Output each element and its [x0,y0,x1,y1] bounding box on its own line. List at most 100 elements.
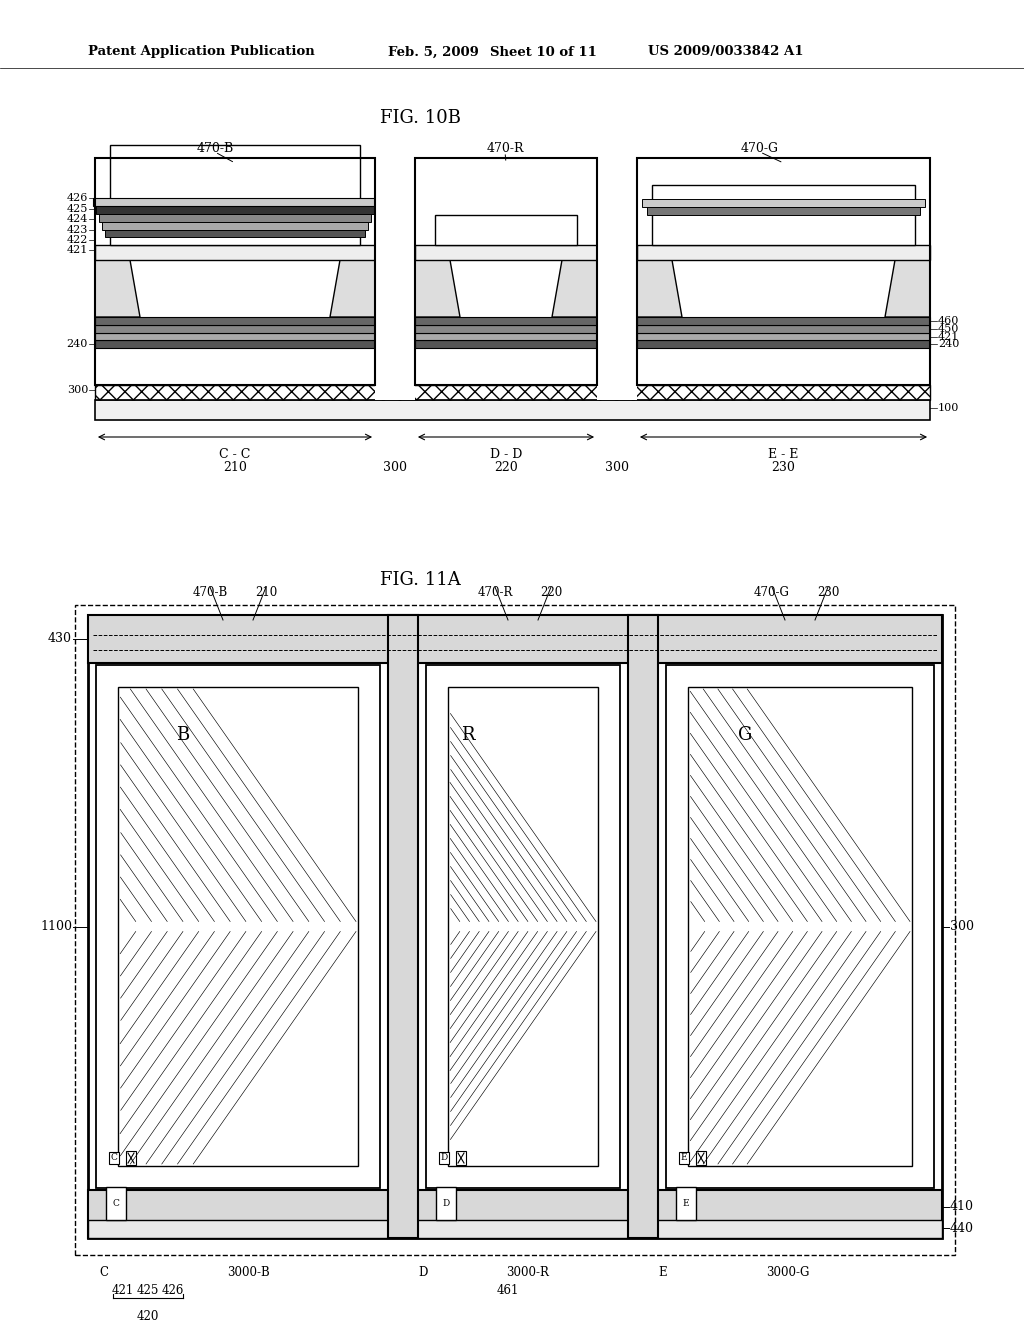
Bar [96,206,374,214]
Bar [95,158,375,385]
Bar [95,385,930,400]
Text: 422: 422 [67,235,88,246]
Polygon shape [552,260,597,317]
Text: 426: 426 [162,1284,184,1298]
Text: 220: 220 [540,586,562,599]
Text: 470-G: 470-G [741,141,779,154]
Bar [88,615,942,1238]
Bar [676,1187,696,1220]
Text: 421: 421 [67,246,88,255]
Text: 300: 300 [67,385,88,395]
Text: 460: 460 [938,315,959,326]
Bar [95,333,375,341]
Bar [88,1220,942,1238]
Text: 470-G: 470-G [754,586,790,599]
Text: 300: 300 [605,461,629,474]
Bar [375,158,415,400]
Polygon shape [885,260,930,317]
Polygon shape [330,260,375,317]
Text: 470-B: 470-B [193,586,227,599]
Bar [415,158,597,385]
Text: 240: 240 [938,339,959,348]
Bar [628,615,658,1238]
Bar [637,317,930,325]
Bar [415,333,597,341]
Bar [415,325,597,333]
Text: C: C [113,1199,120,1208]
Bar [93,198,377,206]
Text: E: E [683,1199,689,1208]
Bar [415,317,597,325]
Text: 210: 210 [223,461,247,474]
Bar [126,1151,136,1166]
Bar [637,341,930,348]
Bar [666,665,934,1188]
Bar [96,665,380,1188]
Bar [88,615,942,663]
Bar [415,158,597,385]
Text: 300: 300 [383,461,407,474]
Bar [388,615,418,1238]
Bar [426,665,620,1188]
Text: 424: 424 [67,214,88,224]
Text: 100: 100 [938,403,959,413]
Text: 421: 421 [112,1284,134,1298]
Bar [95,246,375,260]
Text: 420: 420 [137,1309,159,1320]
Bar [95,385,930,400]
Bar [435,215,577,246]
Text: 440: 440 [950,1221,974,1234]
Bar [95,400,930,420]
Text: 230: 230 [817,586,840,599]
Polygon shape [637,260,682,317]
Text: 3000-R: 3000-R [507,1266,550,1279]
Bar [456,1151,466,1166]
Text: 3000-G: 3000-G [766,1266,810,1279]
Text: D: D [419,1266,428,1279]
Bar [95,341,375,348]
Text: 210: 210 [255,586,278,599]
Text: E: E [658,1266,668,1279]
Text: 421: 421 [938,333,959,342]
Text: 470-R: 470-R [486,141,523,154]
Text: 425: 425 [137,1284,159,1298]
Bar [688,686,912,1166]
Bar [105,230,365,238]
Text: C - C: C - C [219,447,251,461]
Bar [637,246,930,260]
Text: 426: 426 [67,193,88,203]
Text: G: G [738,726,752,744]
Bar [637,325,930,333]
Text: US 2009/0033842 A1: US 2009/0033842 A1 [648,45,804,58]
Text: FIG. 10B: FIG. 10B [380,110,461,127]
Bar [75,605,955,1255]
Bar [637,333,930,341]
Polygon shape [415,260,460,317]
Bar [642,199,925,207]
Text: C: C [99,1266,109,1279]
Bar [637,158,930,385]
Bar [106,1187,126,1220]
Text: C: C [111,1154,118,1163]
Text: 470-R: 470-R [477,586,513,599]
Bar [449,686,598,1166]
Bar [95,317,375,325]
Text: 450: 450 [938,323,959,334]
Text: 425: 425 [67,205,88,214]
Bar [597,158,637,400]
Bar [415,246,597,260]
Bar [652,185,915,246]
Text: Patent Application Publication: Patent Application Publication [88,45,314,58]
Text: 470-B: 470-B [197,141,233,154]
Text: 220: 220 [495,461,518,474]
Bar [95,325,375,333]
Bar [696,1151,706,1166]
Text: 461: 461 [497,1284,519,1298]
Text: R: R [461,726,475,744]
Bar [95,158,375,385]
Bar [99,214,371,222]
Text: 300: 300 [950,920,974,933]
Text: E: E [681,1154,687,1163]
Bar [436,1187,456,1220]
Text: 410: 410 [950,1200,974,1213]
